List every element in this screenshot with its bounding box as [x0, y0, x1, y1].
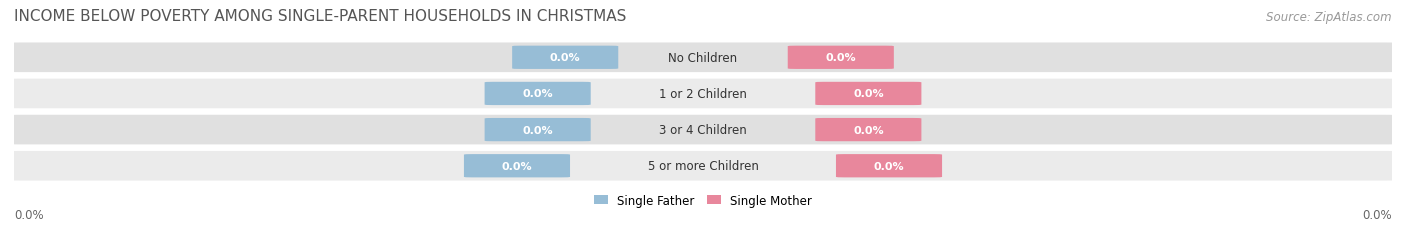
FancyBboxPatch shape [815, 82, 921, 106]
Text: 0.0%: 0.0% [1362, 208, 1392, 221]
Text: 0.0%: 0.0% [14, 208, 44, 221]
Text: Source: ZipAtlas.com: Source: ZipAtlas.com [1267, 11, 1392, 24]
FancyBboxPatch shape [787, 46, 894, 70]
Text: 3 or 4 Children: 3 or 4 Children [659, 124, 747, 137]
FancyBboxPatch shape [7, 43, 1399, 73]
Text: 0.0%: 0.0% [853, 89, 883, 99]
FancyBboxPatch shape [7, 115, 1399, 145]
Text: No Children: No Children [668, 52, 738, 64]
FancyBboxPatch shape [485, 82, 591, 106]
Text: 0.0%: 0.0% [523, 89, 553, 99]
Text: 0.0%: 0.0% [853, 125, 883, 135]
FancyBboxPatch shape [485, 119, 591, 142]
Text: 0.0%: 0.0% [825, 53, 856, 63]
FancyBboxPatch shape [7, 79, 1399, 109]
FancyBboxPatch shape [7, 151, 1399, 181]
Text: 0.0%: 0.0% [502, 161, 533, 171]
Text: 0.0%: 0.0% [550, 53, 581, 63]
Text: 5 or more Children: 5 or more Children [648, 160, 758, 173]
Text: INCOME BELOW POVERTY AMONG SINGLE-PARENT HOUSEHOLDS IN CHRISTMAS: INCOME BELOW POVERTY AMONG SINGLE-PARENT… [14, 9, 627, 24]
FancyBboxPatch shape [512, 46, 619, 70]
Text: 0.0%: 0.0% [523, 125, 553, 135]
FancyBboxPatch shape [837, 155, 942, 178]
FancyBboxPatch shape [464, 155, 569, 178]
FancyBboxPatch shape [815, 119, 921, 142]
Legend: Single Father, Single Mother: Single Father, Single Mother [589, 189, 817, 211]
Text: 1 or 2 Children: 1 or 2 Children [659, 88, 747, 100]
Text: 0.0%: 0.0% [873, 161, 904, 171]
